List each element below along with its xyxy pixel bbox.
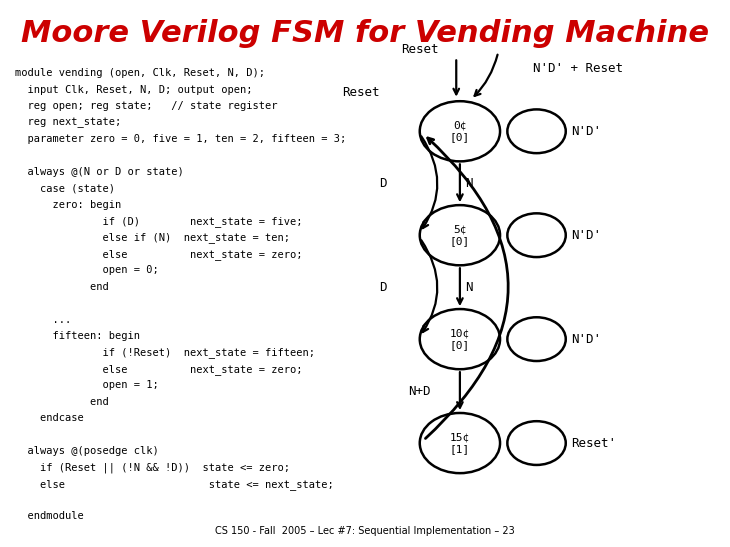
Text: else          next_state = zero;: else next_state = zero; bbox=[15, 364, 302, 375]
Text: 0¢
[0]: 0¢ [0] bbox=[450, 120, 470, 142]
Text: case (state): case (state) bbox=[15, 183, 115, 193]
Text: end: end bbox=[15, 282, 108, 292]
Text: parameter zero = 0, five = 1, ten = 2, fifteen = 3;: parameter zero = 0, five = 1, ten = 2, f… bbox=[15, 134, 346, 144]
Text: Reset: Reset bbox=[342, 86, 380, 100]
Text: else          next_state = zero;: else next_state = zero; bbox=[15, 249, 302, 260]
Text: else                       state <= next_state;: else state <= next_state; bbox=[15, 479, 334, 490]
Text: reg next_state;: reg next_state; bbox=[15, 118, 121, 128]
Text: CS 150 - Fall  2005 – Lec #7: Sequential Implementation – 23: CS 150 - Fall 2005 – Lec #7: Sequential … bbox=[215, 526, 515, 536]
Text: N: N bbox=[465, 177, 472, 190]
Text: open = 0;: open = 0; bbox=[15, 265, 158, 275]
Text: D: D bbox=[380, 177, 387, 190]
Text: end: end bbox=[15, 397, 108, 406]
Text: N'D': N'D' bbox=[572, 333, 602, 346]
Text: else if (N)  next_state = ten;: else if (N) next_state = ten; bbox=[15, 232, 290, 243]
Text: if (Reset || (!N && !D))  state <= zero;: if (Reset || (!N && !D)) state <= zero; bbox=[15, 462, 290, 473]
Text: Reset: Reset bbox=[401, 43, 439, 56]
Text: open = 1;: open = 1; bbox=[15, 380, 158, 390]
Text: reg open; reg state;   // state register: reg open; reg state; // state register bbox=[15, 101, 277, 111]
Text: module vending (open, Clk, Reset, N, D);: module vending (open, Clk, Reset, N, D); bbox=[15, 68, 264, 78]
Text: always @(N or D or state): always @(N or D or state) bbox=[15, 167, 183, 177]
Text: N: N bbox=[465, 281, 472, 294]
Text: 5¢
[0]: 5¢ [0] bbox=[450, 224, 470, 246]
Text: endcase: endcase bbox=[15, 413, 83, 423]
Text: Reset': Reset' bbox=[572, 437, 617, 450]
Text: N+D: N+D bbox=[409, 385, 431, 398]
Text: fifteen: begin: fifteen: begin bbox=[15, 331, 139, 341]
Text: if (D)        next_state = five;: if (D) next_state = five; bbox=[15, 216, 302, 227]
Text: always @(posedge clk): always @(posedge clk) bbox=[15, 446, 158, 456]
Text: N'D': N'D' bbox=[572, 125, 602, 138]
Text: 15¢
[1]: 15¢ [1] bbox=[450, 432, 470, 454]
Text: if (!Reset)  next_state = fifteen;: if (!Reset) next_state = fifteen; bbox=[15, 347, 315, 358]
Text: 10¢
[0]: 10¢ [0] bbox=[450, 328, 470, 350]
Text: zero: begin: zero: begin bbox=[15, 200, 121, 210]
Text: N'D' + Reset: N'D' + Reset bbox=[533, 62, 623, 75]
Text: D: D bbox=[380, 281, 387, 294]
Text: Moore Verilog FSM for Vending Machine: Moore Verilog FSM for Vending Machine bbox=[21, 19, 709, 48]
Text: endmodule: endmodule bbox=[15, 511, 83, 521]
Text: ...: ... bbox=[15, 315, 71, 324]
Text: input Clk, Reset, N, D; output open;: input Clk, Reset, N, D; output open; bbox=[15, 85, 252, 95]
Text: N'D': N'D' bbox=[572, 229, 602, 242]
